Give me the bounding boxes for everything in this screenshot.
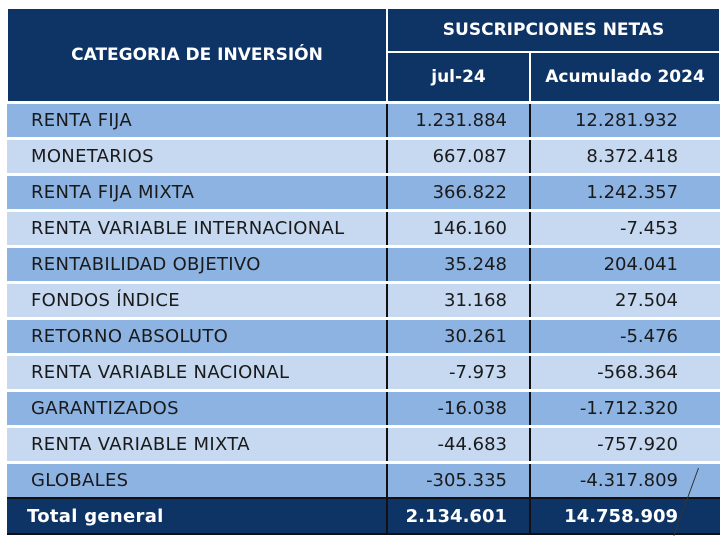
jul-24-value: -16.038 [386,389,530,427]
accumulated-value: -757.920 [528,425,721,463]
accumulated-value: -568.364 [528,353,721,391]
total-jul-24: 2.134.601 [386,497,530,535]
jul-24-value: 31.168 [386,281,530,319]
category-name: GLOBALES [7,461,387,498]
table-row: RENTA FIJA MIXTA 366.822 1.242.357 [7,173,721,211]
table-row: RENTABILIDAD OBJETIVO 35.248 204.041 [7,245,721,283]
total-accumulated: 14.758.909 [528,497,721,535]
table-row: RENTA VARIABLE INTERNACIONAL 146.160 -7.… [7,209,721,247]
jul-24-value: 366.822 [386,173,530,211]
category-name: GARANTIZADOS [7,389,387,427]
table-row: RENTA VARIABLE NACIONAL -7.973 -568.364 [7,353,721,391]
jul-24-value: 667.087 [386,137,530,175]
jul-24-value: -44.683 [386,425,530,463]
net-subscriptions-header: SUSCRIPCIONES NETAS [385,6,722,54]
table-row: RENTA FIJA 1.231.884 12.281.932 [7,101,721,139]
category-name: RENTA FIJA MIXTA [7,173,387,211]
accumulated-value: 204.041 [528,245,721,283]
accumulated-value: 8.372.418 [528,137,721,175]
accumulated-value: -5.476 [528,317,721,355]
category-name: RENTA FIJA [7,101,387,139]
category-name: MONETARIOS [7,137,387,175]
table-row: FONDOS ÍNDICE 31.168 27.504 [7,281,721,319]
accumulated-value: 27.504 [528,281,721,319]
jul-24-value: -305.335 [386,461,530,498]
net-subscriptions-table: CATEGORIA DE INVERSIÓN SUSCRIPCIONES NET… [6,6,722,535]
table-row: RETORNO ABSOLUTO 30.261 -5.476 [7,317,721,355]
jul-24-value: 30.261 [386,317,530,355]
table-row: GARANTIZADOS -16.038 -1.712.320 [7,389,721,427]
total-label: Total general [7,497,387,535]
accumulated-value: 12.281.932 [528,101,721,139]
category-name: RETORNO ABSOLUTO [7,317,387,355]
category-name: RENTA VARIABLE NACIONAL [7,353,387,391]
jul-24-value: 35.248 [386,245,530,283]
jul-24-value: -7.973 [386,353,530,391]
category-name: RENTA VARIABLE INTERNACIONAL [7,209,387,247]
category-name: RENTA VARIABLE MIXTA [7,425,387,463]
table-row: MONETARIOS 667.087 8.372.418 [7,137,721,175]
accumulated-value: -4.317.809 [528,461,721,498]
category-name: FONDOS ÍNDICE [7,281,387,319]
jul-24-value: 146.160 [386,209,530,247]
total-row: Total general 2.134.601 14.758.909 [7,497,721,535]
jul-24-value: 1.231.884 [386,101,530,139]
category-name: RENTABILIDAD OBJETIVO [7,245,387,283]
category-header: CATEGORIA DE INVERSIÓN [6,7,388,104]
accumulated-value: -1.712.320 [528,389,721,427]
jul-24-header: jul-24 [386,51,531,104]
table-row: GLOBALES -305.335 -4.317.809 [7,461,721,498]
accumulated-value: -7.453 [528,209,721,247]
accumulated-value: 1.242.357 [528,173,721,211]
table-row: RENTA VARIABLE MIXTA -44.683 -757.920 [7,425,721,463]
accumulated-2024-header: Acumulado 2024 [528,51,722,104]
